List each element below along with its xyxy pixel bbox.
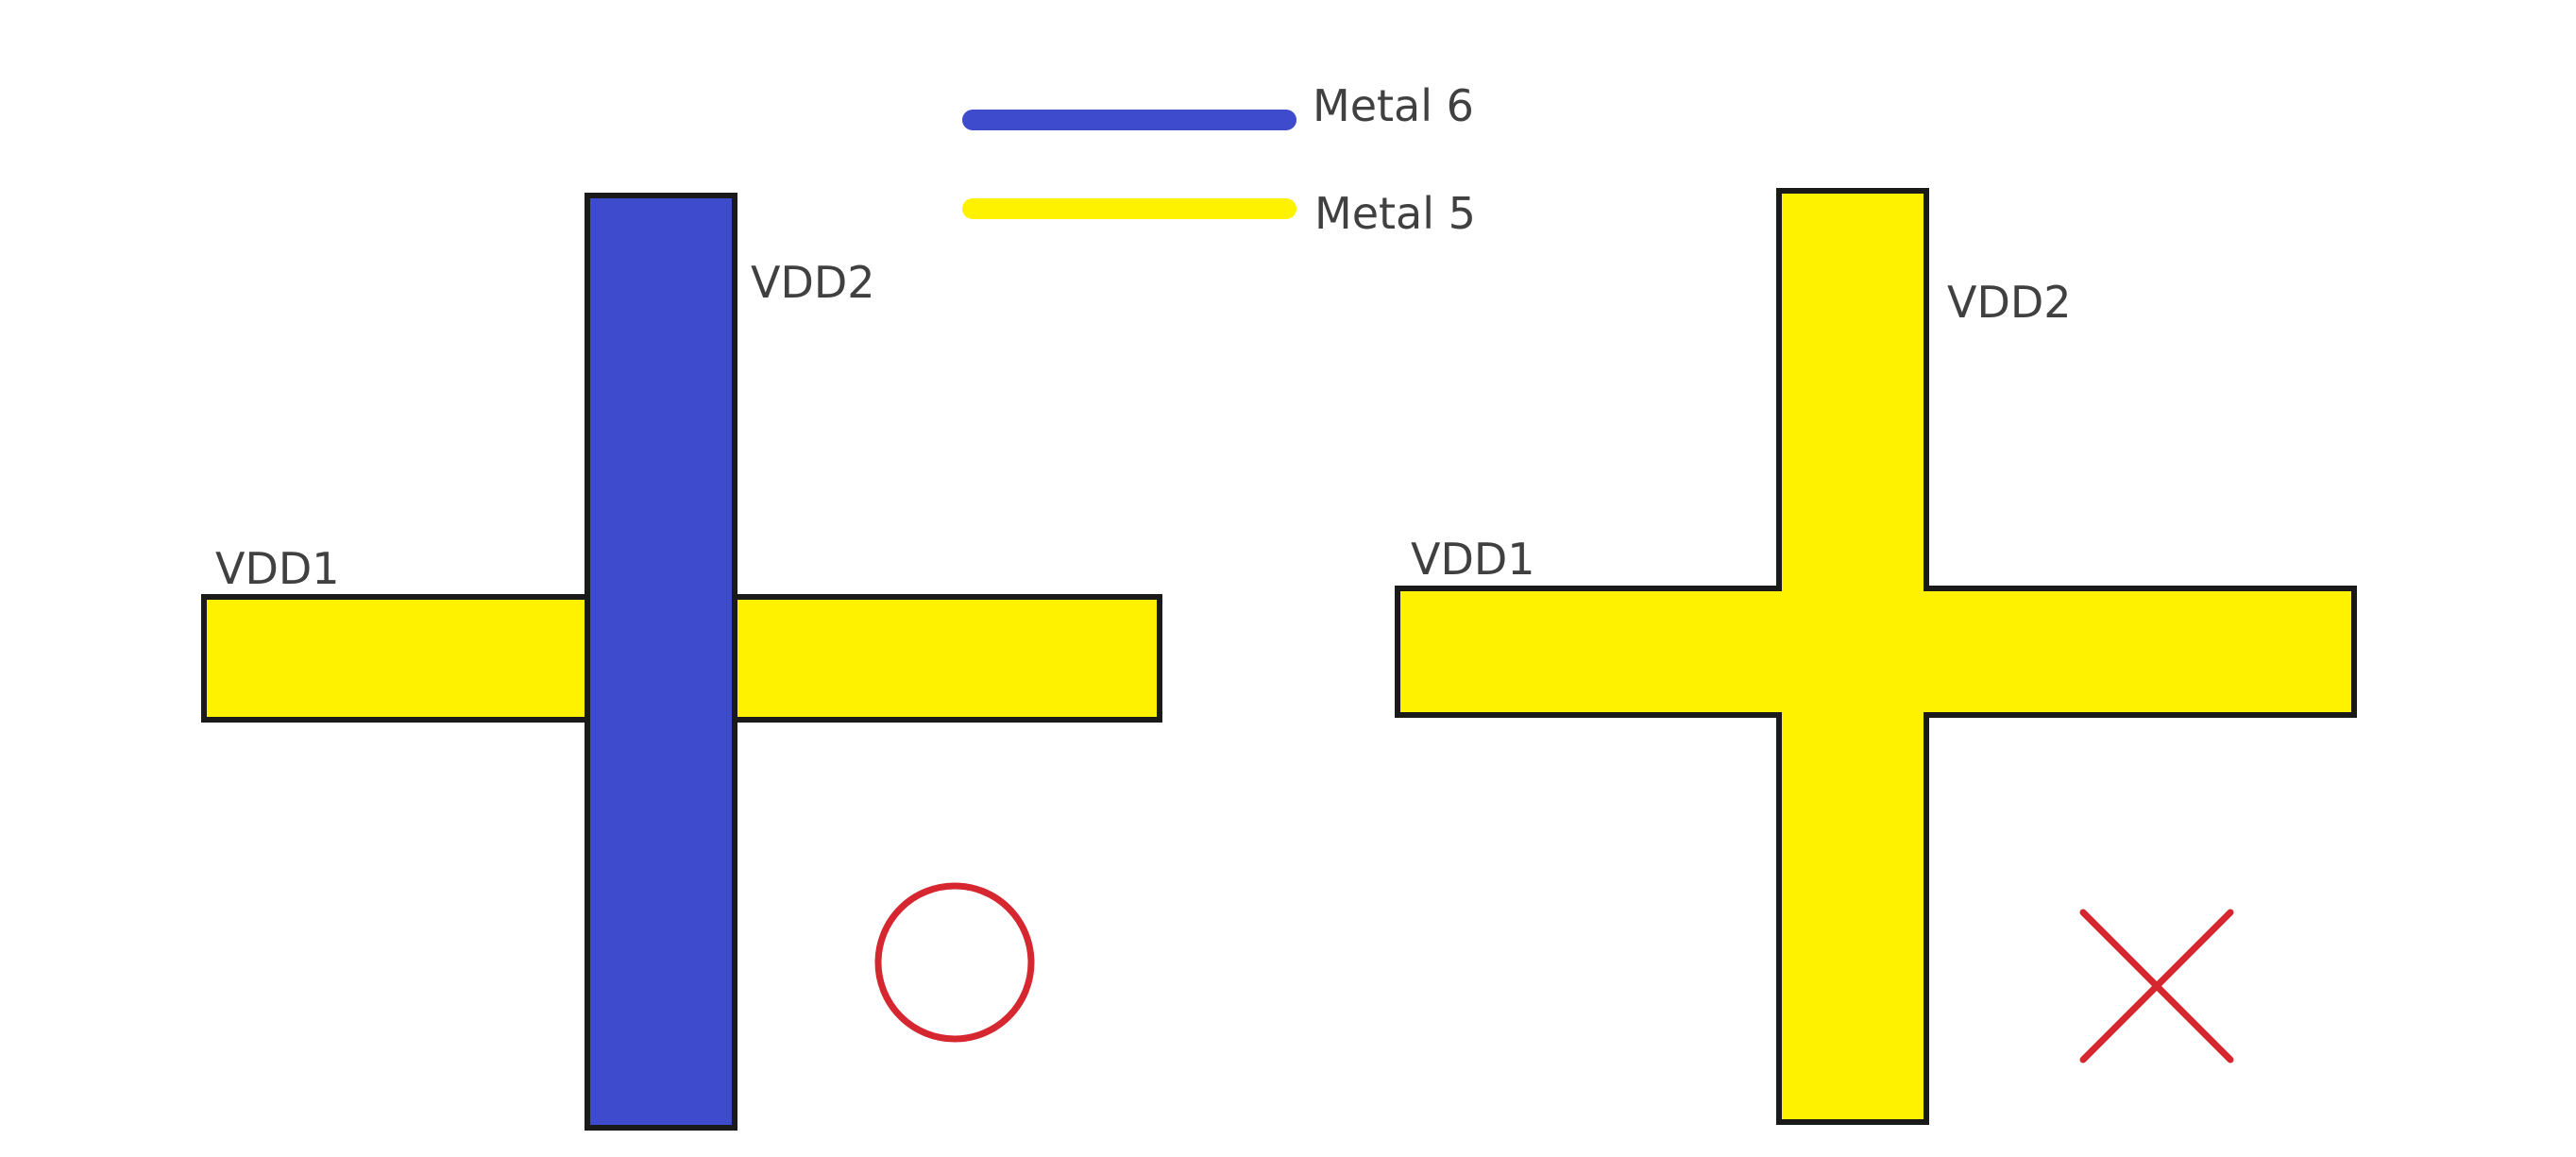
legend-label-metal5: Metal 5: [1314, 188, 1476, 239]
legend-label-metal6: Metal 6: [1313, 80, 1474, 131]
legend: Metal 6 Metal 5: [962, 80, 1476, 239]
merged-metal5-cross: [1395, 188, 2357, 1125]
right-vdd2-label: VDD2: [1947, 277, 2072, 328]
right-vdd1-label: VDD1: [1411, 534, 1535, 585]
circle-icon: [874, 882, 1035, 1043]
left-vdd1-label: VDD1: [215, 543, 340, 594]
left-diagram: VDD2 VDD1: [201, 193, 1162, 1131]
right-diagram: VDD2 VDD1: [1395, 188, 2357, 1125]
x-icon: [2079, 909, 2234, 1063]
left-vdd2-label: VDD2: [751, 257, 875, 308]
vdd2-metal6-bar: [585, 193, 737, 1131]
